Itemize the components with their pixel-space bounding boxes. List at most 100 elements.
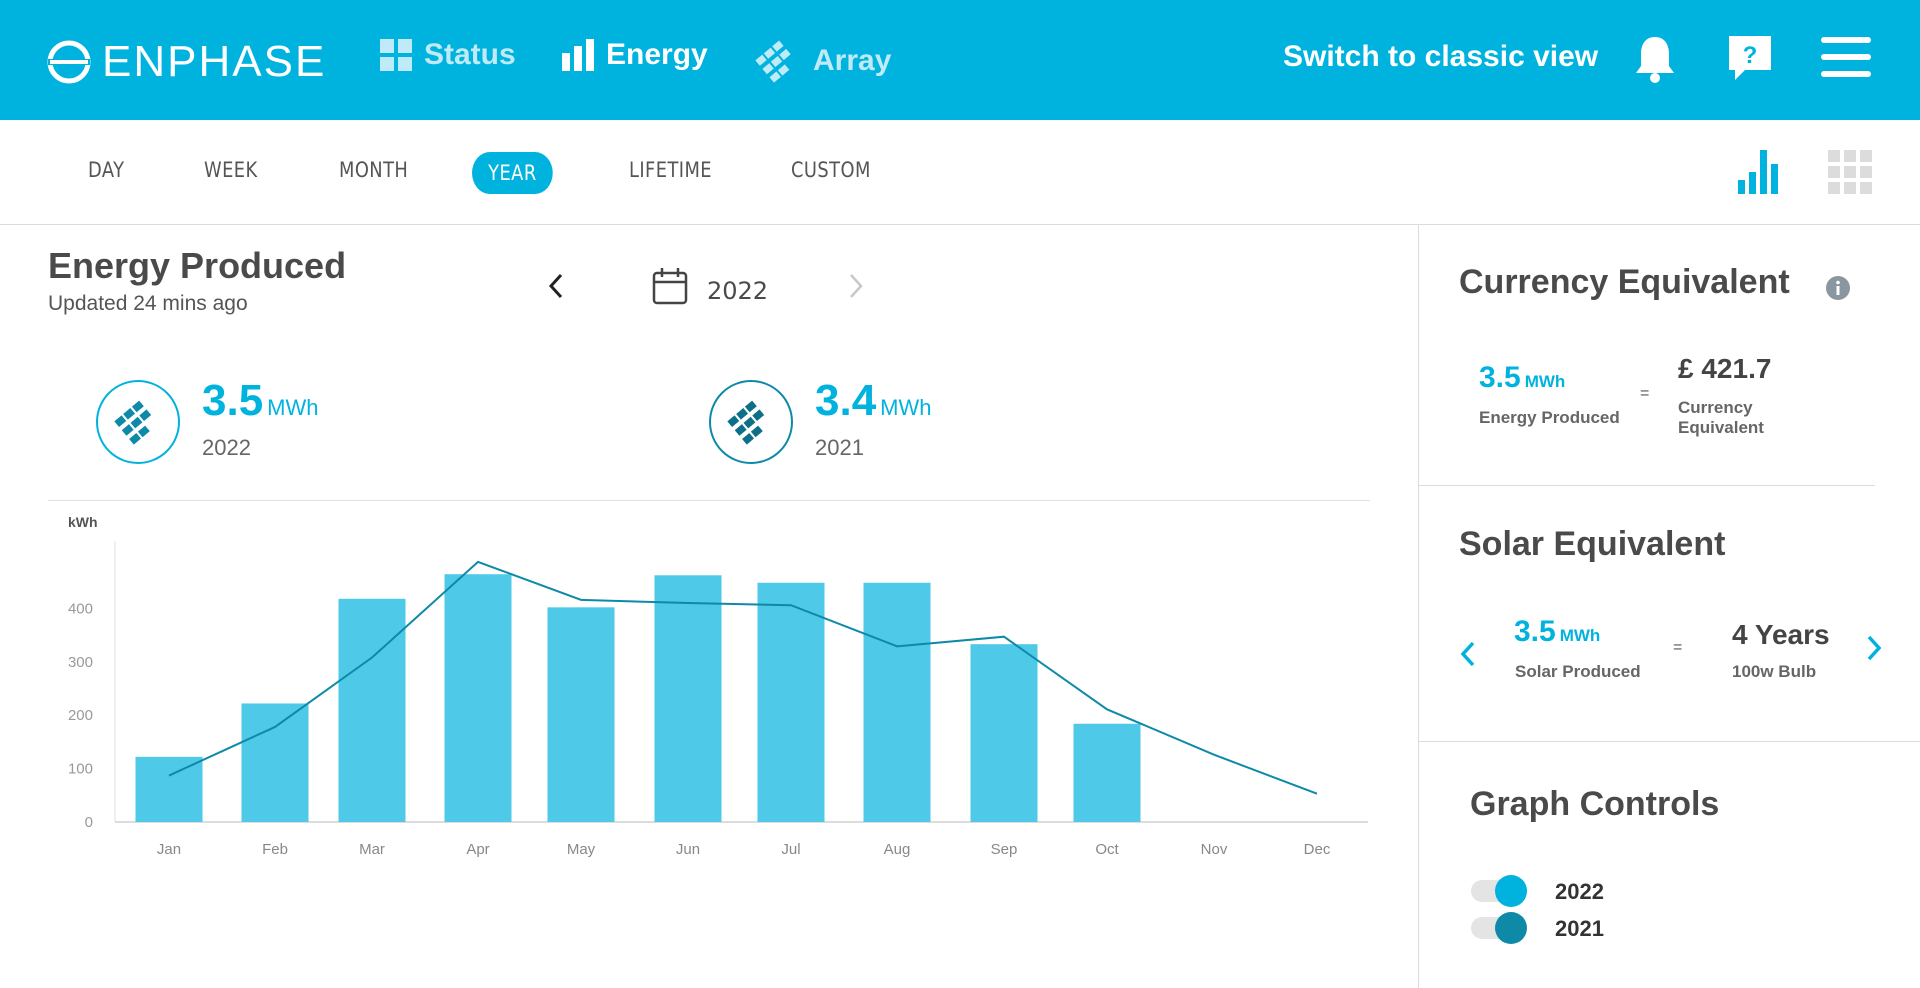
nav-energy-label: Energy [606, 38, 708, 71]
page-title: Energy Produced [48, 245, 347, 286]
chevron-right-icon[interactable] [843, 271, 867, 301]
tab-lifetime[interactable]: LIFETIME [629, 158, 713, 182]
bar [757, 582, 825, 822]
solar-result-label: 100w Bulb [1732, 662, 1817, 681]
x-tick-label: Nov [1201, 841, 1228, 858]
currency-energy-number: 3.5 [1479, 361, 1521, 394]
currency-energy-value: 3.5 MWh [1479, 361, 1565, 395]
switch-classic-view-link[interactable]: Switch to classic view [1283, 40, 1599, 73]
x-tick-label: Dec [1304, 841, 1331, 858]
currency-equivalent-title: Currency Equivalent [1459, 263, 1790, 301]
y-axis-label: kWh [68, 515, 98, 530]
equivalents-panel: Currency Equivalent 3.5 MWh Energy Produc… [1418, 225, 1920, 988]
energy-bar-chart: kWh 0 100 200 300 400 Jan Feb Mar Apr May Jun Jul Aug… [68, 515, 1368, 858]
dashboard-grid-icon [380, 39, 412, 71]
calendar-icon[interactable] [652, 267, 688, 305]
enphase-logo[interactable]: ENPHASE [46, 37, 326, 87]
bar [338, 598, 406, 822]
stat-icon-circle [709, 380, 793, 464]
bar [970, 644, 1038, 822]
selected-year[interactable]: 2022 [707, 277, 769, 305]
x-tick-label: Jun [676, 841, 700, 858]
toggle-label-2022: 2022 [1555, 879, 1604, 904]
chevron-left-icon[interactable] [1459, 640, 1477, 668]
bar-chart-view-icon[interactable] [1738, 150, 1780, 194]
nav-array-label: Array [813, 44, 892, 77]
stat-label: 2022 [202, 435, 251, 460]
tab-year[interactable]: YEAR [472, 152, 553, 194]
nav-array[interactable]: Array [755, 38, 891, 84]
bar [547, 607, 615, 822]
y-tick-label: 300 [68, 654, 93, 671]
currency-energy-unit: MWh [1524, 372, 1566, 391]
toggle-2021[interactable] [1471, 912, 1527, 944]
solar-label: Solar Produced [1515, 662, 1641, 681]
currency-money-label-2: Equivalent [1678, 418, 1764, 437]
currency-energy-label: Energy Produced [1479, 408, 1620, 427]
tab-custom[interactable]: CUSTOM [791, 158, 871, 182]
nav-energy[interactable]: Energy [562, 38, 708, 72]
x-tick-label: Aug [884, 841, 911, 858]
stat-value: 3.4 MWh [815, 376, 932, 426]
solar-result: 4 Years [1732, 619, 1830, 650]
solar-value: 3.5 MWh [1514, 615, 1600, 649]
menu-icon[interactable] [1821, 37, 1871, 77]
y-tick-label: 0 [85, 814, 93, 831]
currency-money-value: £ 421.7 [1678, 353, 1772, 384]
x-tick-label: Jul [781, 841, 800, 858]
y-tick-label: 100 [68, 761, 93, 778]
tab-month[interactable]: MONTH [339, 158, 409, 182]
help-icon[interactable]: ? [1727, 34, 1773, 82]
toggle-knob [1495, 875, 1527, 907]
nav-status[interactable]: Status [380, 38, 516, 72]
chevron-right-icon[interactable] [1865, 634, 1883, 662]
top-bar: ENPHASE Status Energy Array Switch to cl… [0, 0, 1920, 120]
svg-text:?: ? [1743, 42, 1758, 69]
bar-chart-icon [562, 39, 594, 71]
chevron-left-icon[interactable] [545, 271, 569, 301]
enphase-logo-icon [47, 40, 91, 84]
x-tick-label: May [567, 841, 596, 858]
solar-unit: MWh [1559, 626, 1601, 645]
toggle-2022[interactable] [1471, 875, 1527, 907]
x-tick-label: Jan [157, 841, 181, 858]
currency-money-label-1: Currency [1678, 398, 1753, 417]
tab-day[interactable]: DAY [88, 158, 125, 182]
solar-array-icon [727, 400, 765, 445]
x-tick-label: Oct [1095, 841, 1119, 858]
x-tick-label: Feb [262, 841, 288, 858]
bar [241, 703, 309, 822]
solar-array-icon [755, 40, 791, 83]
stat-number: 3.4 [815, 376, 877, 425]
toggle-label-2021: 2021 [1555, 916, 1604, 941]
bar [1073, 723, 1141, 822]
stat-unit: MWh [880, 395, 932, 420]
info-icon[interactable] [1825, 275, 1851, 301]
y-tick-label: 200 [68, 707, 93, 724]
section-divider [48, 500, 1370, 501]
brand-name: ENPHASE [102, 37, 327, 86]
solar-equivalent-title: Solar Equivalent [1459, 525, 1726, 563]
panel-divider [1419, 741, 1920, 742]
bell-icon[interactable] [1633, 34, 1677, 84]
stat-label: 2021 [815, 435, 864, 460]
equals-sign: = [1640, 385, 1650, 402]
x-tick-label: Apr [466, 841, 489, 858]
tab-week[interactable]: WEEK [204, 158, 258, 182]
updated-timestamp: Updated 24 mins ago [48, 292, 248, 315]
energy-produced-section: Energy Produced Updated 24 mins ago 2022… [0, 225, 1418, 988]
grid-view-icon[interactable] [1828, 150, 1872, 194]
equals-sign: = [1673, 639, 1683, 656]
nav-status-label: Status [424, 38, 516, 71]
bar [654, 575, 722, 822]
bar [135, 756, 203, 822]
panel-divider [1419, 485, 1875, 486]
x-tick-label: Sep [991, 841, 1018, 858]
solar-array-icon [114, 400, 152, 445]
y-tick-label: 400 [68, 600, 93, 617]
bar [863, 582, 931, 822]
stat-unit: MWh [267, 395, 319, 420]
stat-number: 3.5 [202, 376, 264, 425]
x-tick-label: Mar [359, 841, 385, 858]
graph-controls-title: Graph Controls [1470, 785, 1720, 823]
